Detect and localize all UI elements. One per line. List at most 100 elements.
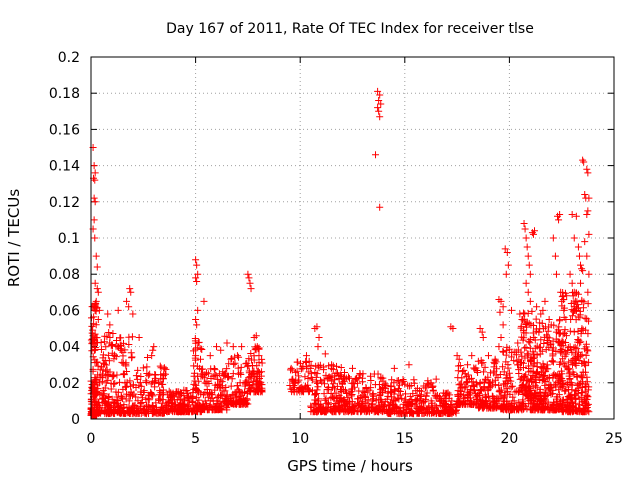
data-point (253, 378, 261, 386)
data-point (190, 380, 198, 388)
data-point (388, 376, 396, 384)
data-point (401, 390, 409, 398)
data-point (235, 353, 243, 361)
data-point (110, 399, 118, 407)
data-point (479, 334, 487, 342)
data-point (325, 400, 333, 408)
data-point (551, 252, 559, 260)
data-point (156, 362, 164, 370)
data-point (515, 369, 523, 377)
data-point (346, 389, 354, 397)
data-point (213, 393, 221, 401)
data-point (192, 256, 200, 264)
data-point (556, 360, 564, 368)
data-point (194, 306, 202, 314)
data-point (497, 334, 505, 342)
data-point (94, 362, 102, 370)
data-point (542, 323, 550, 331)
data-point (583, 401, 591, 409)
data-point (375, 96, 383, 104)
data-point (405, 361, 413, 369)
data-point (547, 390, 555, 398)
data-point (464, 390, 472, 398)
data-point (526, 384, 534, 392)
data-point (304, 374, 312, 382)
data-point (359, 370, 367, 378)
data-point (102, 372, 110, 380)
data-point (233, 352, 241, 360)
data-point (487, 383, 495, 391)
data-point (584, 288, 592, 296)
data-point (559, 330, 567, 338)
data-point (110, 351, 118, 359)
data-point (215, 370, 223, 378)
data-point (250, 367, 258, 375)
data-point (509, 382, 517, 390)
data-point (94, 315, 102, 323)
data-point (208, 394, 216, 402)
data-point (91, 176, 99, 184)
data-point (525, 365, 533, 373)
y-tick-label: 0.2 (58, 50, 80, 66)
data-point (518, 315, 526, 323)
y-tick-label: 0.06 (49, 303, 80, 319)
data-point (144, 371, 152, 379)
data-point (230, 398, 238, 406)
data-point (516, 404, 524, 412)
data-point (449, 325, 457, 332)
data-point (547, 321, 555, 329)
data-point (539, 372, 547, 380)
data-point (502, 270, 510, 278)
data-point (134, 366, 142, 374)
data-point (528, 307, 536, 315)
data-point (428, 399, 436, 407)
data-point (499, 363, 507, 371)
data-point (234, 364, 242, 372)
data-point (246, 387, 254, 395)
data-point (390, 364, 398, 372)
data-point (454, 374, 462, 382)
data-point (135, 334, 143, 342)
data-point (95, 379, 103, 387)
data-point (332, 408, 340, 416)
data-point (572, 306, 580, 314)
data-point (91, 169, 99, 177)
data-point (242, 400, 250, 408)
data-point (94, 409, 102, 417)
data-point (499, 347, 507, 355)
data-point (168, 396, 176, 404)
data-point (127, 288, 135, 296)
y-tick-label: 0.08 (49, 267, 80, 283)
data-point (558, 348, 566, 356)
data-point (207, 390, 215, 398)
data-point (150, 408, 158, 416)
data-point (442, 401, 450, 409)
data-point (453, 352, 461, 360)
data-point (148, 352, 156, 360)
data-point (334, 369, 342, 377)
data-point (520, 373, 528, 381)
data-point (114, 388, 122, 396)
data-point (194, 270, 202, 278)
data-point (526, 339, 534, 347)
data-point (302, 352, 310, 360)
data-point (407, 382, 415, 390)
data-point (229, 343, 237, 351)
data-point (371, 381, 379, 389)
data-point (117, 334, 125, 342)
data-point (517, 324, 525, 332)
data-point (579, 267, 587, 275)
data-point (108, 395, 116, 403)
data-point (108, 373, 116, 381)
data-point (558, 396, 566, 404)
data-point (129, 310, 137, 318)
data-point (330, 404, 338, 412)
data-point (312, 389, 320, 397)
data-point (570, 344, 578, 352)
data-point (312, 401, 320, 409)
data-point (142, 401, 150, 409)
data-point (192, 315, 200, 323)
data-point (98, 390, 106, 398)
data-point (502, 402, 510, 410)
data-point (559, 406, 567, 414)
